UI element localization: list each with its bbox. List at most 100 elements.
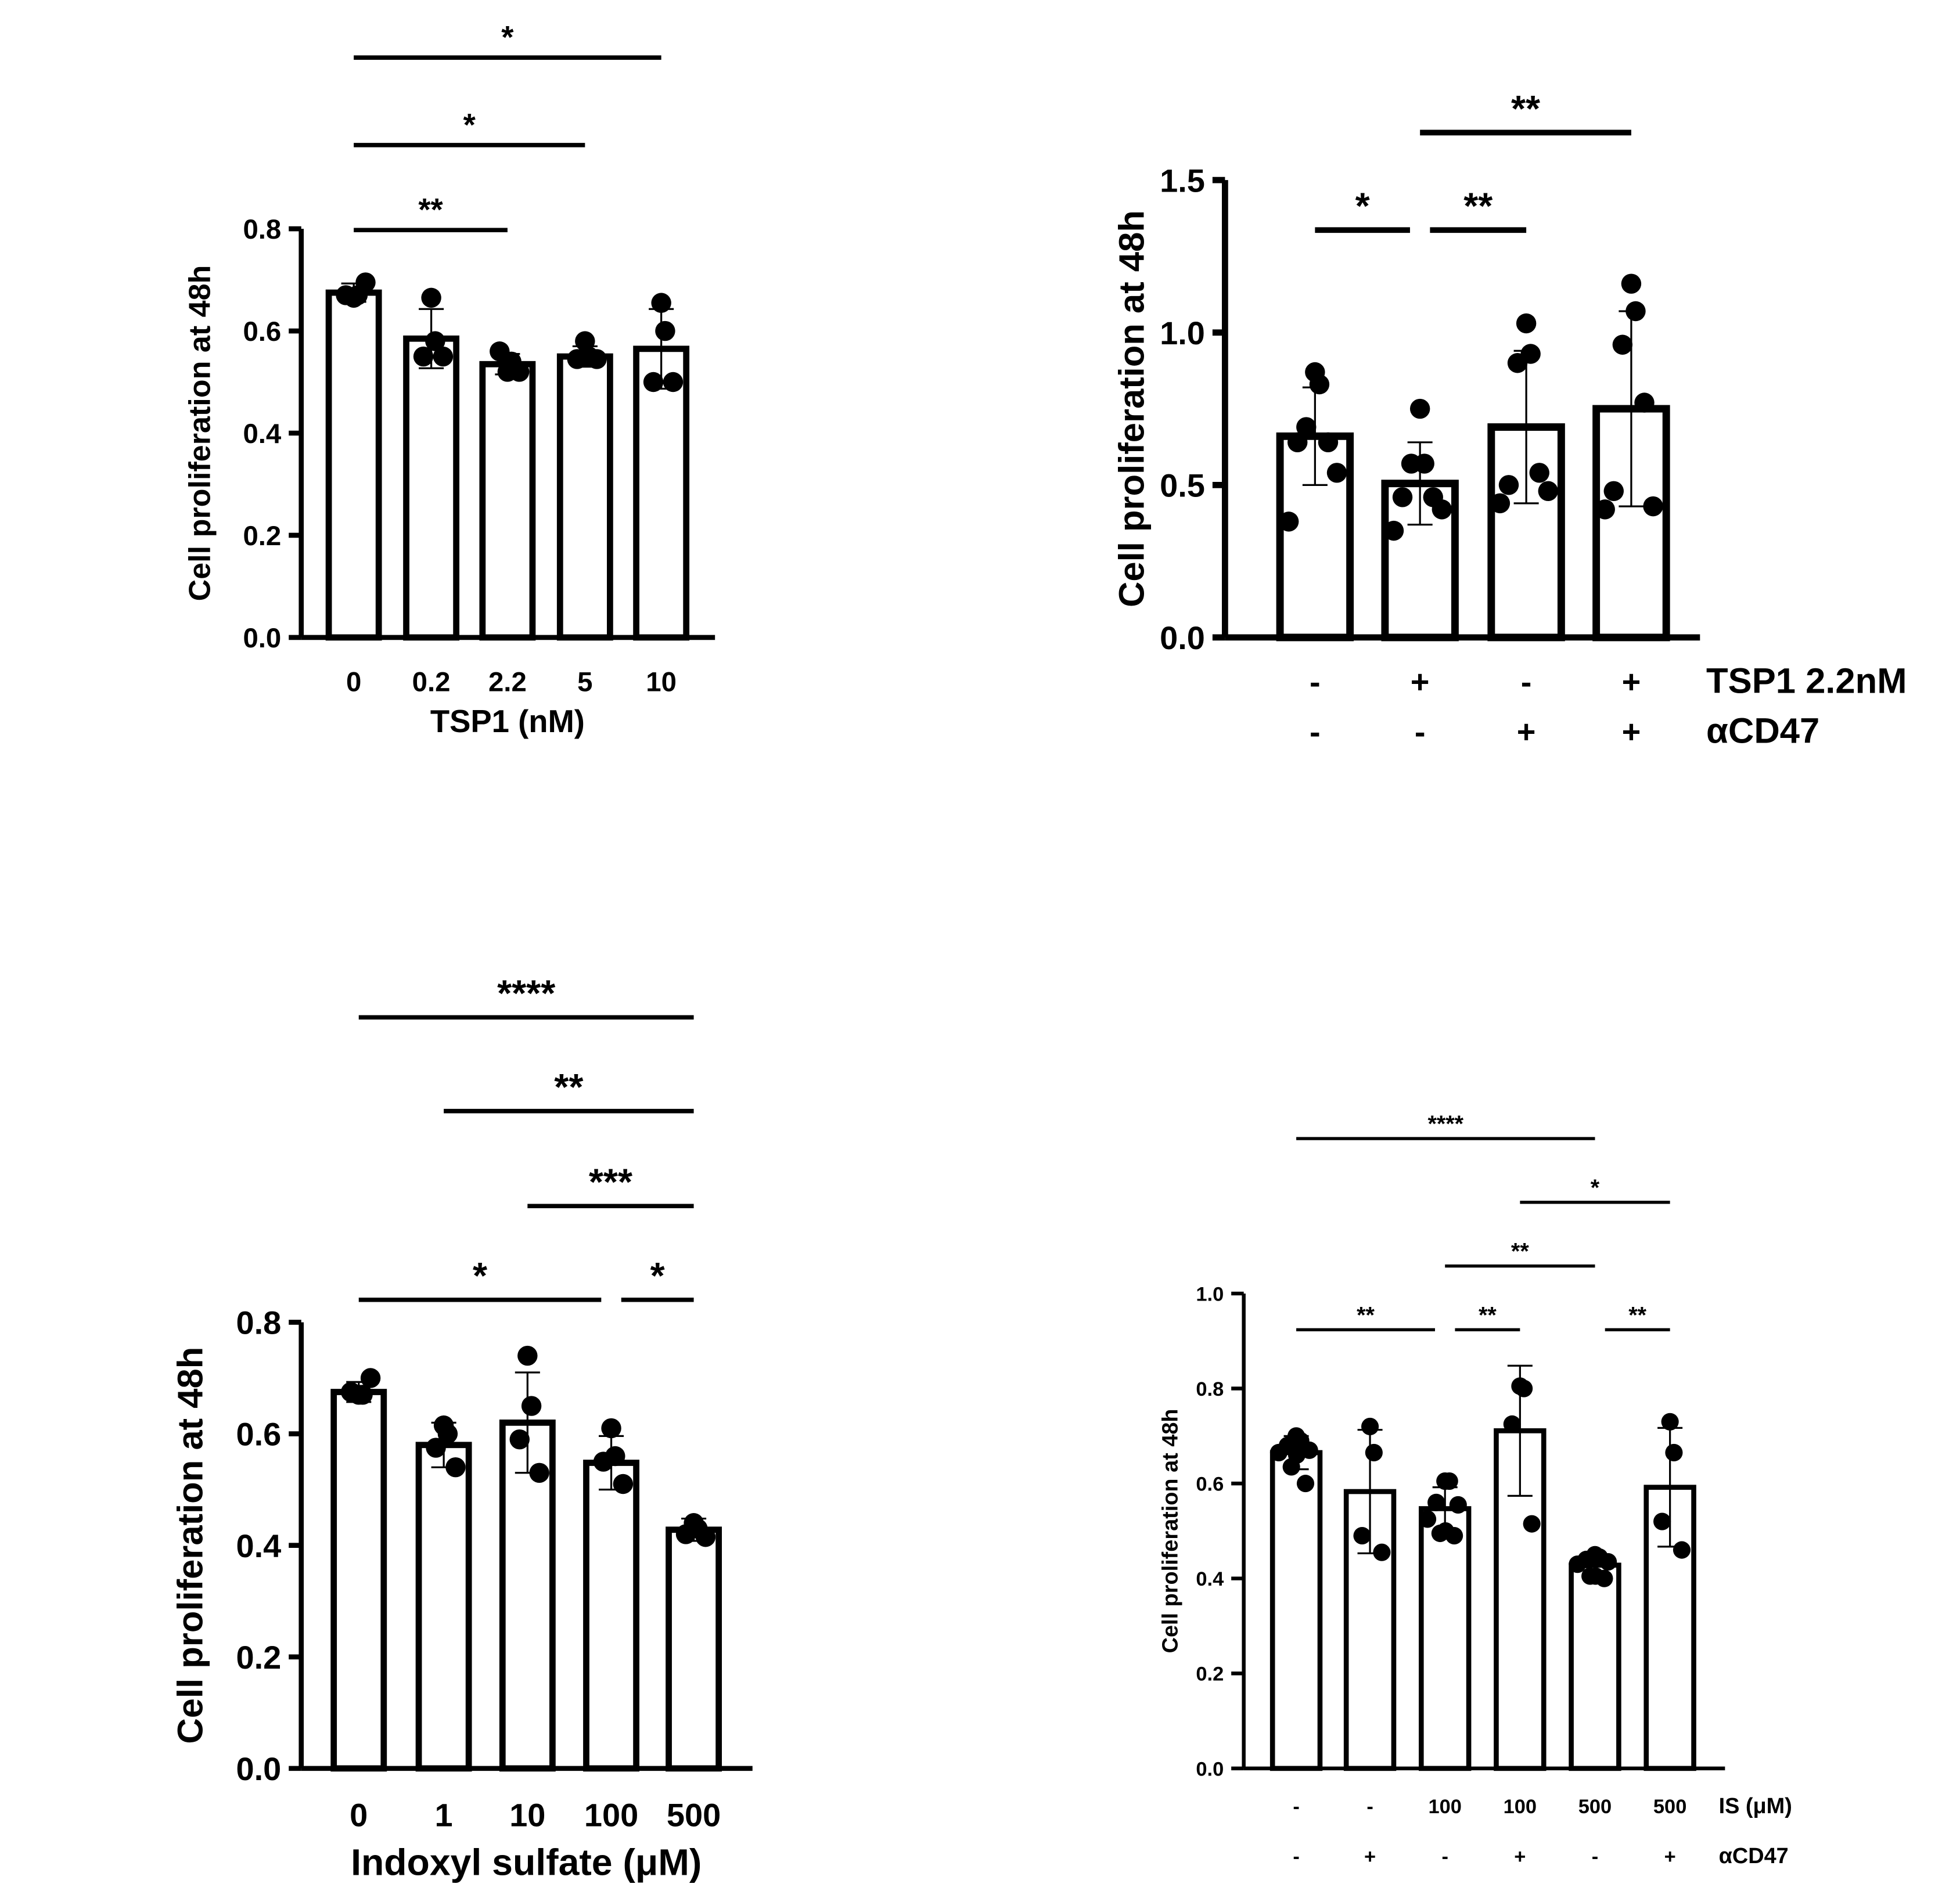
y-axis-title: Cell proliferation at 48h: [184, 265, 217, 601]
data-point: [1419, 1510, 1437, 1528]
factor-value: -: [1310, 663, 1321, 700]
panel-a: 0.0 0.2 0.4 0.6 0.8 Cell proliferation at 48h…: [184, 20, 715, 739]
data-point: [1409, 398, 1430, 419]
factor-value: -: [1293, 1796, 1299, 1818]
data-point: [1296, 1475, 1315, 1493]
significance-label: **: [1511, 1239, 1529, 1265]
factor-value: +: [1364, 1846, 1376, 1868]
data-point: [695, 1527, 716, 1547]
bar: [556, 353, 613, 641]
data-point: [1538, 481, 1558, 502]
y-tick-label: 1.0: [1196, 1283, 1224, 1305]
data-point: [1529, 463, 1549, 483]
data-point: [1269, 1443, 1288, 1462]
data-point: [1278, 512, 1299, 532]
data-point: [1643, 496, 1663, 517]
data-point: [1361, 1417, 1379, 1436]
x-axis-title: Indoxyl sulfate (μM): [351, 1842, 702, 1883]
x-tick-label: 5: [577, 667, 592, 697]
significance-label: **: [1511, 88, 1540, 129]
significance-label: *: [501, 20, 514, 55]
x-tick-label: 10: [509, 1797, 545, 1834]
data-point: [655, 320, 675, 341]
data-point: [1661, 1413, 1679, 1431]
data-point: [1296, 417, 1317, 437]
data-point: [509, 362, 530, 382]
y-tick-label: 0.6: [1196, 1474, 1224, 1496]
significance-label: **: [1463, 185, 1493, 227]
y-tick-label: 0.6: [243, 316, 281, 347]
significance-label: *: [1591, 1175, 1600, 1201]
factor-value: 100: [1504, 1796, 1537, 1818]
factor-value: 500: [1653, 1796, 1686, 1818]
bar: [330, 1389, 387, 1772]
y-tick-label: 0.5: [1160, 467, 1205, 503]
factor-value: +: [1411, 663, 1430, 700]
data-point: [1383, 520, 1404, 541]
bar: [415, 1442, 472, 1772]
data-point: [651, 293, 671, 313]
x-tick-label: 2.2: [488, 667, 527, 697]
data-point: [1353, 1527, 1371, 1545]
x-axis-title: TSP1 (nM): [430, 704, 585, 739]
bar: [633, 345, 690, 641]
x-tick-label: 500: [667, 1797, 721, 1834]
data-point: [593, 1451, 614, 1472]
data-point: [1287, 432, 1308, 453]
data-point: [1523, 1515, 1541, 1533]
bar: [1487, 423, 1565, 642]
significance-label: ****: [497, 972, 555, 1014]
data-point: [1603, 481, 1624, 502]
data-point: [517, 1345, 538, 1366]
data-point: [567, 349, 587, 369]
data-point: [1595, 499, 1615, 520]
data-point: [1516, 313, 1537, 334]
y-tick-label: 0.2: [1196, 1663, 1224, 1685]
data-point: [1653, 1512, 1671, 1530]
factor-value: +: [1622, 663, 1641, 700]
y-tick-label: 0.8: [236, 1305, 281, 1341]
data-point: [1449, 1496, 1467, 1514]
data-point: [1665, 1443, 1683, 1462]
data-point: [1515, 1379, 1533, 1397]
bar: [1269, 1450, 1323, 1771]
data-point: [1318, 432, 1339, 453]
significance-label: **: [1479, 1302, 1497, 1328]
y-tick-label: 0.4: [236, 1528, 281, 1564]
factor-value: -: [1293, 1846, 1299, 1868]
y-tick-label: 0.0: [1196, 1758, 1224, 1780]
factor-value: 100: [1428, 1796, 1461, 1818]
y-axis-title: Cell proliferation at 48h: [1112, 210, 1152, 607]
data-point: [433, 346, 454, 367]
data-point: [1326, 463, 1347, 483]
data-point: [336, 285, 356, 305]
factor-value: +: [1622, 714, 1641, 750]
y-tick-label: 0.8: [243, 214, 281, 245]
factor-value: 500: [1578, 1796, 1612, 1818]
data-point: [1432, 499, 1452, 520]
factor-label: αCD47: [1719, 1844, 1789, 1868]
y-tick-label: 0.4: [243, 419, 281, 449]
data-point: [1498, 475, 1519, 495]
significance-label: ****: [1427, 1111, 1463, 1137]
data-point: [675, 1524, 696, 1544]
significance-label: *: [473, 1255, 487, 1296]
bar: [479, 361, 536, 641]
significance-label: *: [650, 1255, 665, 1296]
data-point: [1621, 273, 1642, 294]
factor-value: -: [1521, 663, 1532, 700]
bar: [1419, 1506, 1472, 1771]
data-point: [1595, 1569, 1613, 1587]
data-point: [613, 1474, 634, 1494]
x-tick-label: 1: [435, 1797, 453, 1834]
y-tick-label: 0.6: [236, 1416, 281, 1453]
data-point: [1673, 1541, 1691, 1559]
data-point: [437, 1424, 458, 1444]
x-tick-label: 0.2: [412, 667, 451, 697]
data-point: [1507, 353, 1528, 373]
y-tick-label: 0.4: [1196, 1568, 1224, 1590]
y-tick-label: 0.2: [243, 521, 281, 552]
y-axis-title: Cell proliferation at 48h: [1159, 1409, 1183, 1653]
y-tick-label: 0.2: [236, 1639, 281, 1676]
